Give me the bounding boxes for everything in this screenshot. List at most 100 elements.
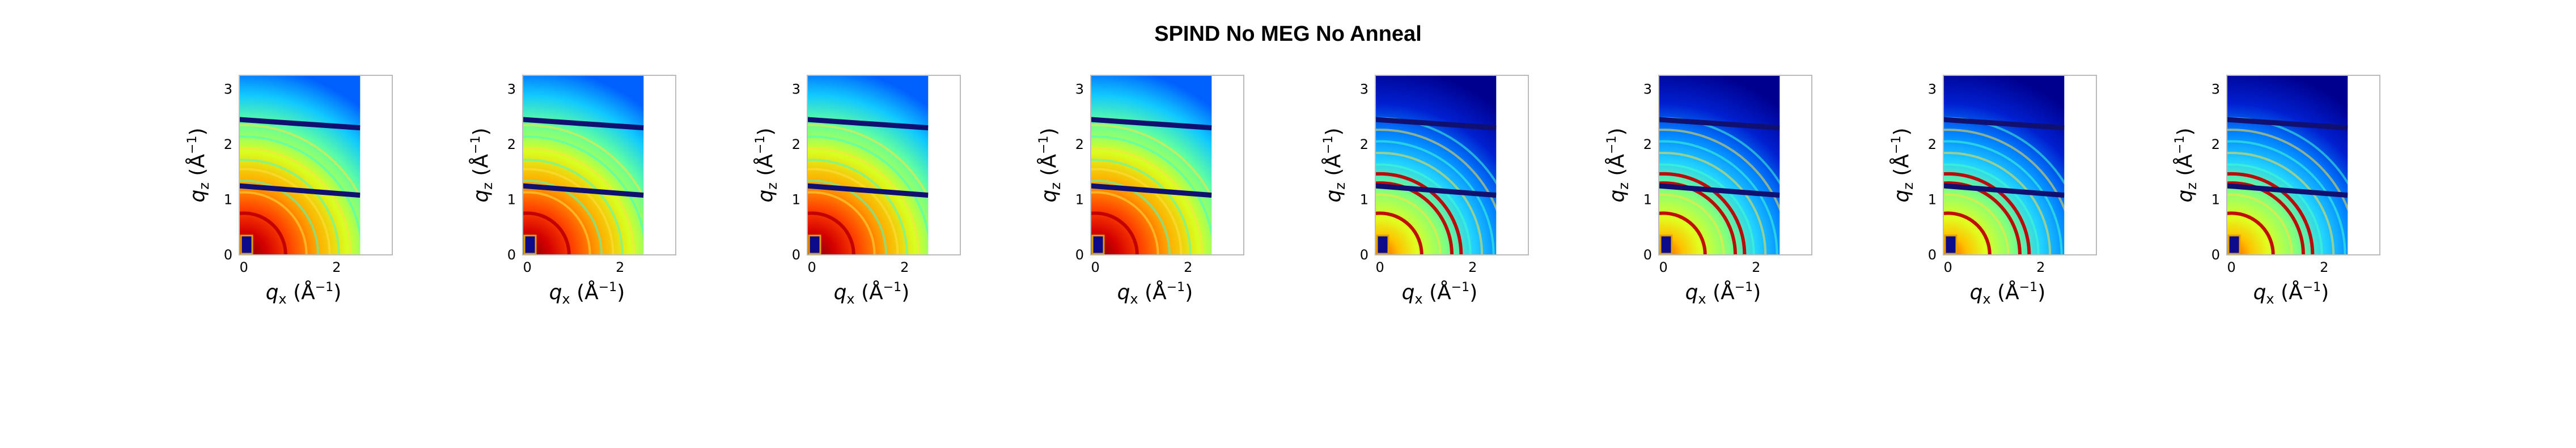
- detector-image: [1943, 75, 2065, 255]
- diffraction-ring: [2227, 140, 2346, 255]
- y-tick-label: 1: [1928, 191, 1937, 207]
- y-tick-label: 3: [1928, 81, 1937, 97]
- x-axis-label: qx (Å−1): [549, 280, 625, 307]
- y-tick-label: 0: [1075, 247, 1084, 263]
- x-tick-label: 2: [900, 259, 909, 275]
- y-tick-label: 2: [1643, 136, 1652, 152]
- detector-image: [523, 75, 644, 255]
- y-tick-label: 0: [1928, 247, 1937, 263]
- diffraction-ring: [1375, 129, 1497, 212]
- diffraction-ring: [807, 180, 888, 255]
- diffraction-ring: [1375, 140, 1495, 255]
- y-tick-label: 0: [792, 247, 800, 263]
- intensity-map: [1091, 75, 1212, 255]
- y-tick-label: 0: [2211, 247, 2220, 263]
- x-axis-label: qx (Å−1): [1402, 280, 1478, 307]
- diffraction-ring: [1943, 129, 2065, 212]
- diffraction-ring: [807, 123, 929, 200]
- y-tick-label: 3: [792, 81, 800, 97]
- y-axis-label: qz (Å−1): [1604, 127, 1632, 202]
- panel-2: 0 2 0 1 2 3 qx (Å−1) qz (Å−1): [468, 75, 676, 307]
- x-tick-label: 2: [1468, 259, 1477, 275]
- diffraction-ring: [239, 211, 287, 255]
- detector-gap: [1659, 117, 1780, 131]
- diffraction-ring: [239, 180, 320, 255]
- intensity-map: [1943, 75, 2065, 255]
- x-axis-label: qx (Å−1): [1685, 280, 1761, 307]
- diffraction-ring: [1375, 152, 1484, 255]
- detector-gap: [1091, 117, 1212, 131]
- diffraction-ring: [1943, 181, 2022, 255]
- diffraction-ring: [1943, 172, 2031, 255]
- detector-gap: [807, 117, 929, 131]
- detector-gap: [523, 117, 644, 131]
- y-tick-label: 1: [2211, 191, 2220, 207]
- intensity-map: [1375, 75, 1497, 255]
- diffraction-ring: [807, 135, 929, 241]
- y-axis-label: qz (Å−1): [1321, 127, 1348, 202]
- x-tick-label: 0: [1376, 259, 1384, 275]
- diffraction-ring: [1659, 152, 1767, 255]
- x-tick-label: 2: [2320, 259, 2328, 275]
- detector-image: [1091, 75, 1212, 255]
- diffraction-ring: [1943, 140, 2063, 255]
- axes-frame: [522, 75, 676, 255]
- x-tick-label: 0: [523, 259, 532, 275]
- diffraction-ring: [2227, 172, 2315, 255]
- diffraction-ring: [2227, 211, 2275, 255]
- y-tick-label: 2: [1360, 136, 1368, 152]
- detector-gap: [2227, 117, 2348, 131]
- axes-frame: [1375, 75, 1529, 255]
- x-tick-label: 0: [1091, 259, 1100, 275]
- figure-title: SPIND No MEG No Anneal: [1154, 22, 1422, 46]
- axes-frame: [239, 75, 393, 255]
- beamstop: [808, 234, 821, 255]
- diffraction-ring: [1091, 180, 1171, 255]
- intensity-map: [239, 75, 361, 255]
- diffraction-ring: [1091, 135, 1212, 241]
- diffraction-ring: [523, 211, 571, 255]
- detector-gap: [1943, 183, 2065, 198]
- intensity-map: [2227, 75, 2348, 255]
- beamstop: [1091, 234, 1105, 255]
- y-tick-label: 1: [224, 191, 232, 207]
- diffraction-ring: [807, 147, 920, 255]
- diffraction-ring: [2227, 181, 2305, 255]
- y-tick-label: 1: [792, 191, 800, 207]
- diffraction-ring: [2227, 152, 2335, 255]
- diffraction-ring: [1375, 211, 1423, 255]
- intensity-map: [807, 75, 929, 255]
- diffraction-ring: [239, 147, 352, 255]
- panel-6: 0 2 0 1 2 3 qx (Å−1) qz (Å−1): [1604, 75, 1812, 307]
- x-tick-label: 0: [240, 259, 248, 275]
- detector-gap: [1375, 183, 1497, 198]
- detector-gap: [239, 183, 361, 198]
- y-tick-label: 2: [1928, 136, 1937, 152]
- diffraction-ring: [523, 123, 644, 200]
- detector-gap: [1091, 183, 1212, 198]
- detector-gap: [1375, 117, 1497, 131]
- detector-gap: [523, 183, 644, 198]
- y-tick-label: 2: [1075, 136, 1084, 152]
- y-tick-label: 1: [1360, 191, 1368, 207]
- intensity-map: [1659, 75, 1780, 255]
- diffraction-ring: [1091, 147, 1204, 255]
- detector-gap: [807, 183, 929, 198]
- y-tick-label: 3: [224, 81, 232, 97]
- x-axis-label: qx (Å−1): [1117, 280, 1193, 307]
- diffraction-ring: [523, 191, 591, 255]
- diffraction-ring: [1375, 181, 1454, 255]
- diffraction-ring: [1091, 191, 1159, 255]
- detector-image: [1659, 75, 1780, 255]
- panel-4: 0 2 0 1 2 3 qx (Å−1) qz (Å−1): [1036, 75, 1244, 307]
- panel-8: 0 2 0 1 2 3 qx (Å−1) qz (Å−1): [2172, 75, 2380, 307]
- diffraction-ring: [1943, 211, 1992, 255]
- y-tick-label: 3: [1360, 81, 1368, 97]
- panel-5: 0 2 0 1 2 3 qx (Å−1) qz (Å−1): [1321, 75, 1529, 307]
- detector-gap: [2227, 183, 2348, 198]
- x-axis-label: qx (Å−1): [266, 280, 342, 307]
- beamstop: [240, 234, 253, 255]
- panel-1: 0 2 0 1 2 3 qx (Å−1) qz (Å−1): [185, 75, 393, 307]
- x-tick-label: 0: [808, 259, 816, 275]
- panel-7: 0 2 0 1 2 3 qx (Å−1) qz (Å−1): [1889, 75, 2097, 307]
